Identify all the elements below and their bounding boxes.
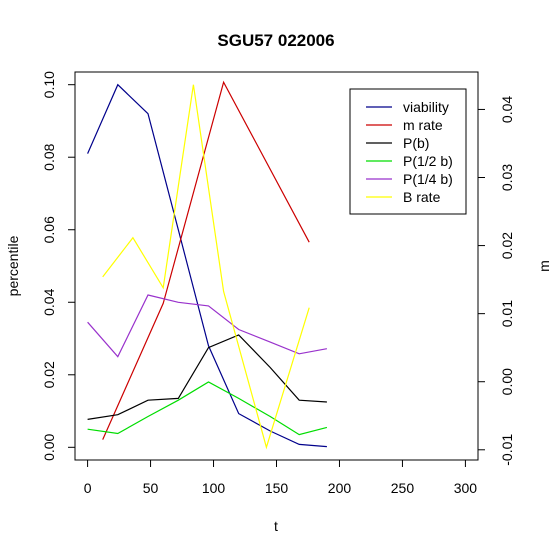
- chart-title: SGU57 022006: [217, 31, 334, 50]
- y2-tick-label: 0.01: [499, 300, 515, 327]
- y-tick-label: 0.08: [41, 143, 57, 170]
- y-axis-label: percentile: [5, 235, 21, 296]
- legend: viability m rate P(b) P(1/2 b) P(1/4 b) B rat…: [349, 88, 467, 215]
- legend-label: m rate: [403, 117, 443, 133]
- x-tick-label: 250: [391, 480, 415, 496]
- y2-axis-label: m: [536, 260, 552, 272]
- x-tick-label: 100: [202, 480, 226, 496]
- y-tick-label: 0.00: [41, 433, 57, 460]
- y2-tick-label: -0.01: [499, 434, 515, 466]
- y-axis-left: 0.00 0.02 0.04 0.06 0.08 0.10: [41, 71, 76, 461]
- series-line-m-rate: [102, 80, 310, 440]
- legend-label: viability: [403, 99, 449, 115]
- series-line-viability: [87, 83, 327, 448]
- x-tick-label: 300: [454, 480, 478, 496]
- legend-label: P(b): [403, 135, 429, 151]
- x-tick-label: 0: [84, 480, 92, 496]
- y2-tick-label: 0.00: [499, 368, 515, 395]
- x-tick-label: 200: [328, 480, 352, 496]
- legend-box: [349, 88, 467, 215]
- legend-label: P(1/4 b): [403, 171, 453, 187]
- y-tick-label: 0.10: [41, 71, 57, 98]
- series-line-p-1-4-b: [87, 294, 328, 358]
- series-line-p-1-2-b: [87, 381, 328, 436]
- legend-label: B rate: [403, 189, 441, 205]
- y-tick-label: 0.02: [41, 361, 57, 388]
- x-axis-label: t: [274, 518, 278, 534]
- x-tick-label: 50: [143, 480, 159, 496]
- y2-tick-label: 0.02: [499, 232, 515, 259]
- y2-tick-label: 0.04: [499, 96, 515, 123]
- x-tick-label: 150: [265, 480, 289, 496]
- y-tick-label: 0.04: [41, 288, 57, 315]
- series-line-p-b: [87, 334, 327, 420]
- series-lines: [87, 80, 328, 450]
- y-tick-label: 0.06: [41, 216, 57, 243]
- y-axis-right: -0.01 0.00 0.01 0.02 0.03 0.04: [477, 96, 515, 466]
- x-axis: 0 50 100 150 200 250 300: [84, 459, 478, 496]
- y2-tick-label: 0.03: [499, 164, 515, 191]
- series-line-b-rate: [102, 84, 310, 450]
- legend-label: P(1/2 b): [403, 153, 453, 169]
